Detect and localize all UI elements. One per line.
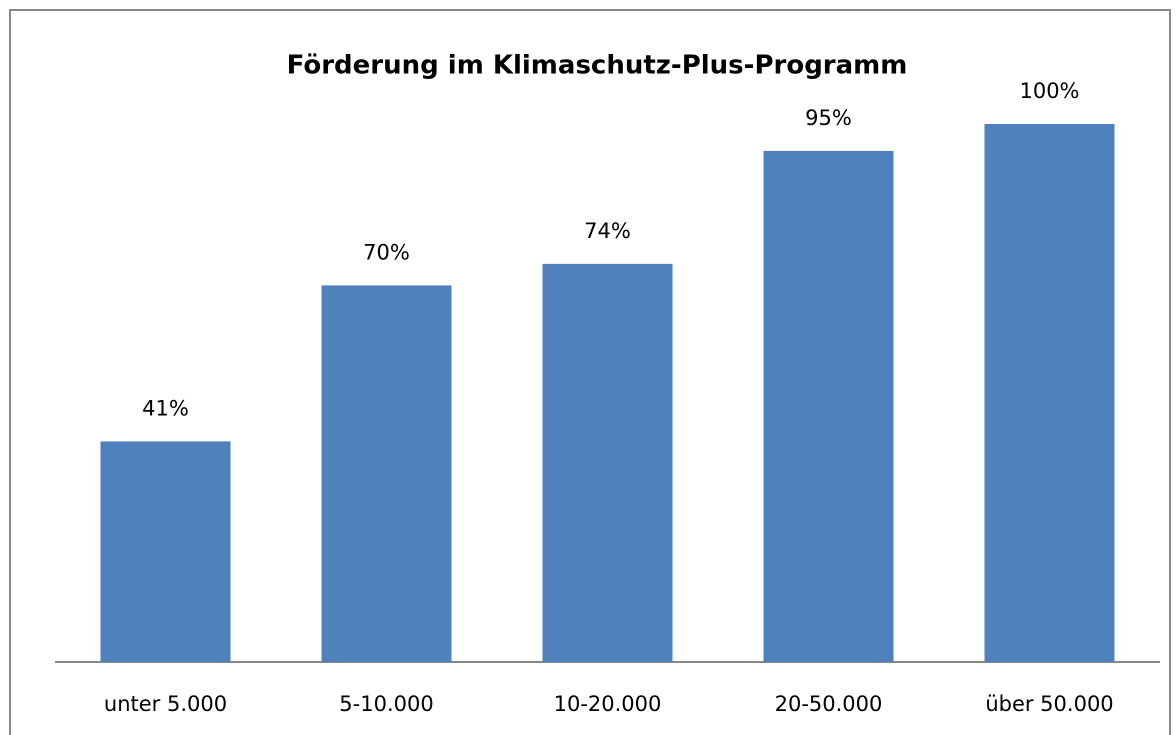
bar <box>100 441 231 662</box>
x-tick-label: über 50.000 <box>985 692 1113 716</box>
value-label: 70% <box>363 240 410 264</box>
chart-title: Förderung im Klimaschutz-Plus-Programm <box>287 51 908 81</box>
x-tick-label: 10-20.000 <box>554 692 662 716</box>
value-label: 100% <box>1019 79 1079 103</box>
x-tick-label: 5-10.000 <box>339 692 433 716</box>
x-tick-label: unter 5.000 <box>104 692 227 716</box>
bar <box>984 124 1115 662</box>
value-label: 41% <box>142 396 189 420</box>
bar <box>763 150 894 662</box>
bar <box>321 285 452 662</box>
value-label: 74% <box>584 219 631 243</box>
value-label: 95% <box>805 106 852 130</box>
x-tick-label: 20-50.000 <box>775 692 883 716</box>
bar <box>542 263 673 662</box>
